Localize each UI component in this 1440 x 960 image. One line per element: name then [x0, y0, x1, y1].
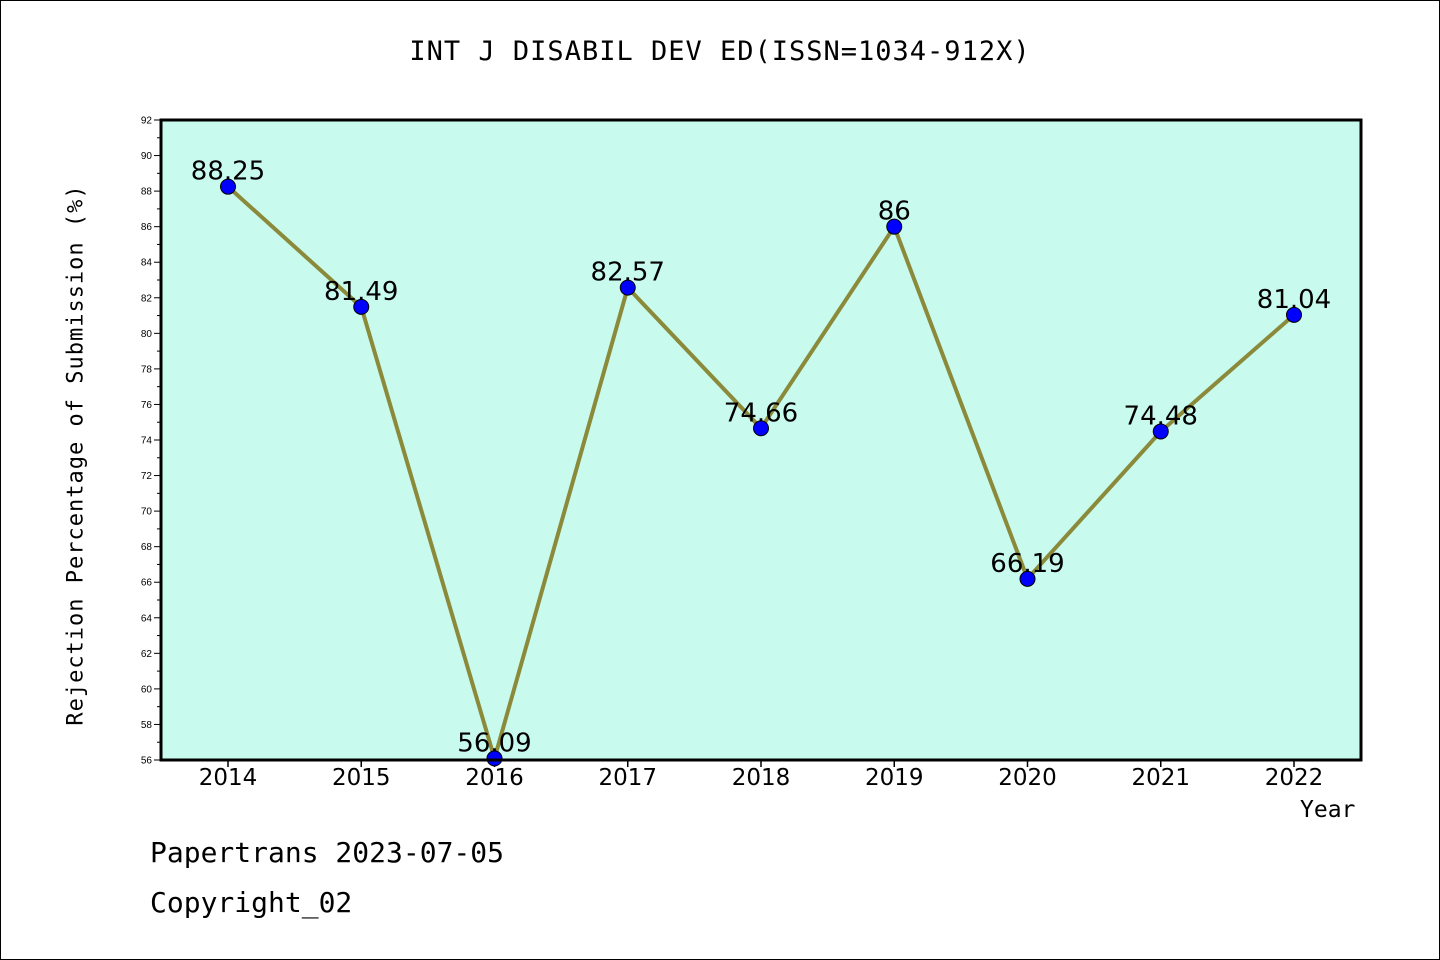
footer-copyright: Copyright_02: [150, 886, 353, 919]
data-point: [353, 298, 370, 315]
x-axis-label: Year: [1300, 797, 1356, 823]
x-tick-label: 2020: [998, 765, 1057, 791]
data-point: [1019, 570, 1036, 587]
chart-title: INT J DISABIL DEV ED(ISSN=1034-912X): [409, 36, 1031, 67]
y-tick-label: 84: [141, 258, 153, 269]
data-point: [753, 420, 769, 437]
data-label: 74.48: [1124, 401, 1198, 431]
data-label: 56.09: [457, 728, 531, 758]
y-axis-label: Rejection Percentage of Submission (%): [63, 184, 89, 726]
x-tick-label: 2018: [732, 765, 791, 791]
y-tick-label: 64: [141, 613, 153, 624]
data-label: 66.19: [990, 549, 1064, 579]
y-tick-label: 78: [141, 364, 153, 375]
data-point: [619, 279, 636, 296]
x-tick-label: 2015: [332, 765, 391, 791]
x-tick-label: 2017: [598, 765, 657, 791]
y-tick-label: 76: [141, 400, 153, 411]
y-tick-label: 74: [141, 436, 153, 447]
y-tick-label: 80: [141, 329, 153, 340]
y-tick-label: 70: [141, 507, 153, 518]
data-label: 81.49: [324, 277, 398, 307]
data-label: 81.04: [1257, 285, 1331, 315]
y-tick-label: 66: [141, 578, 153, 589]
x-tick-label: 2022: [1265, 765, 1324, 791]
footer-source: Papertrans 2023-07-05: [150, 836, 505, 869]
x-tick-label: 2014: [199, 765, 258, 791]
data-point: [220, 178, 236, 195]
data-label: 88.25: [191, 157, 265, 187]
data-point: [886, 218, 903, 235]
y-tick-label: 58: [141, 720, 153, 731]
y-tick-label: 62: [141, 649, 153, 660]
plot-frame: [159, 118, 1363, 762]
y-tick-label: 90: [141, 151, 153, 162]
plot-area: [161, 120, 1361, 760]
y-tick-label: 82: [141, 293, 153, 304]
data-point: [1152, 423, 1169, 440]
y-tick-label: 88: [141, 187, 153, 198]
y-tick-label: 72: [141, 471, 153, 482]
data-label: 86: [878, 197, 911, 227]
data-label: 74.66: [724, 398, 798, 428]
y-tick-label: 86: [141, 222, 153, 233]
y-tick-label: 60: [141, 684, 153, 695]
y-tick-label: 92: [141, 116, 153, 127]
data-label: 82.57: [591, 258, 665, 288]
x-tick-label: 2019: [865, 765, 924, 791]
x-tick-label: 2021: [1131, 765, 1190, 791]
data-point: [1286, 306, 1302, 323]
data-point: [486, 750, 503, 767]
x-tick-label: 2016: [465, 765, 524, 791]
y-tick-label: 56: [141, 756, 153, 767]
y-tick-label: 68: [141, 542, 153, 553]
